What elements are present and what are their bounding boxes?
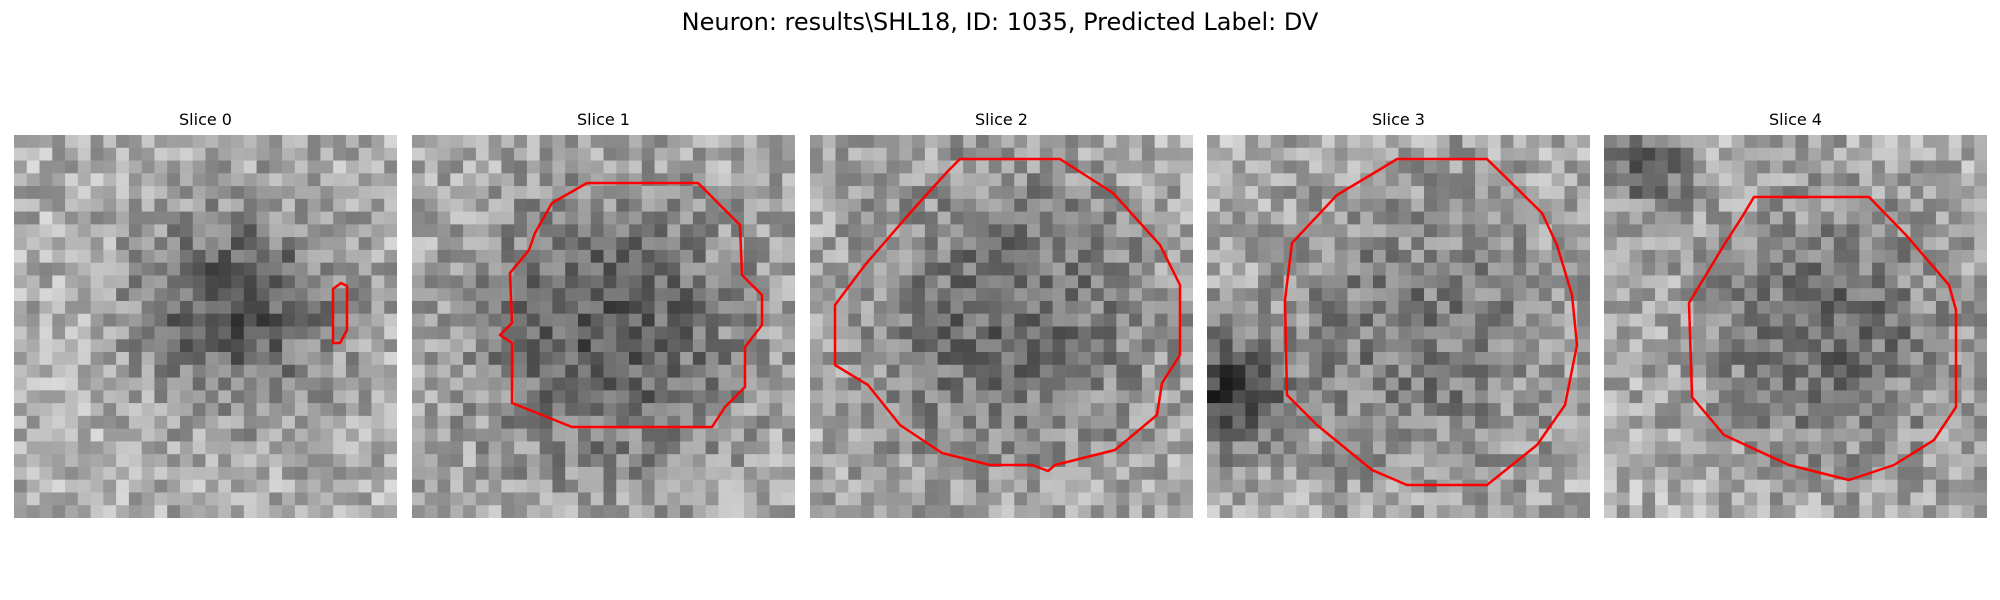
slice-3-title: Slice 3 (1372, 110, 1425, 129)
slice-2-panel: Slice 2 (810, 110, 1193, 518)
slice-0-contour (331, 281, 349, 345)
slice-1-image (412, 135, 795, 518)
slice-3-image (1207, 135, 1590, 518)
slice-4-panel: Slice 4 (1604, 110, 1987, 518)
slice-3-contour (1283, 157, 1579, 487)
slice-1-title: Slice 1 (577, 110, 630, 129)
slice-2-title: Slice 2 (975, 110, 1028, 129)
slice-2-image (810, 135, 1193, 518)
slice-1-contour (498, 181, 764, 429)
slice-4-title: Slice 4 (1769, 110, 1822, 129)
slice-0-image (14, 135, 397, 518)
slice-1-panel: Slice 1 (412, 110, 795, 518)
slice-0-panel: Slice 0 (14, 110, 397, 518)
slice-3-panel: Slice 3 (1207, 110, 1590, 518)
figure-title: Neuron: results\SHL18, ID: 1035, Predict… (681, 8, 1319, 36)
slice-2-contour (833, 157, 1182, 473)
slice-4-image (1604, 135, 1987, 518)
slice-4-contour (1687, 195, 1958, 482)
slice-0-title: Slice 0 (179, 110, 232, 129)
